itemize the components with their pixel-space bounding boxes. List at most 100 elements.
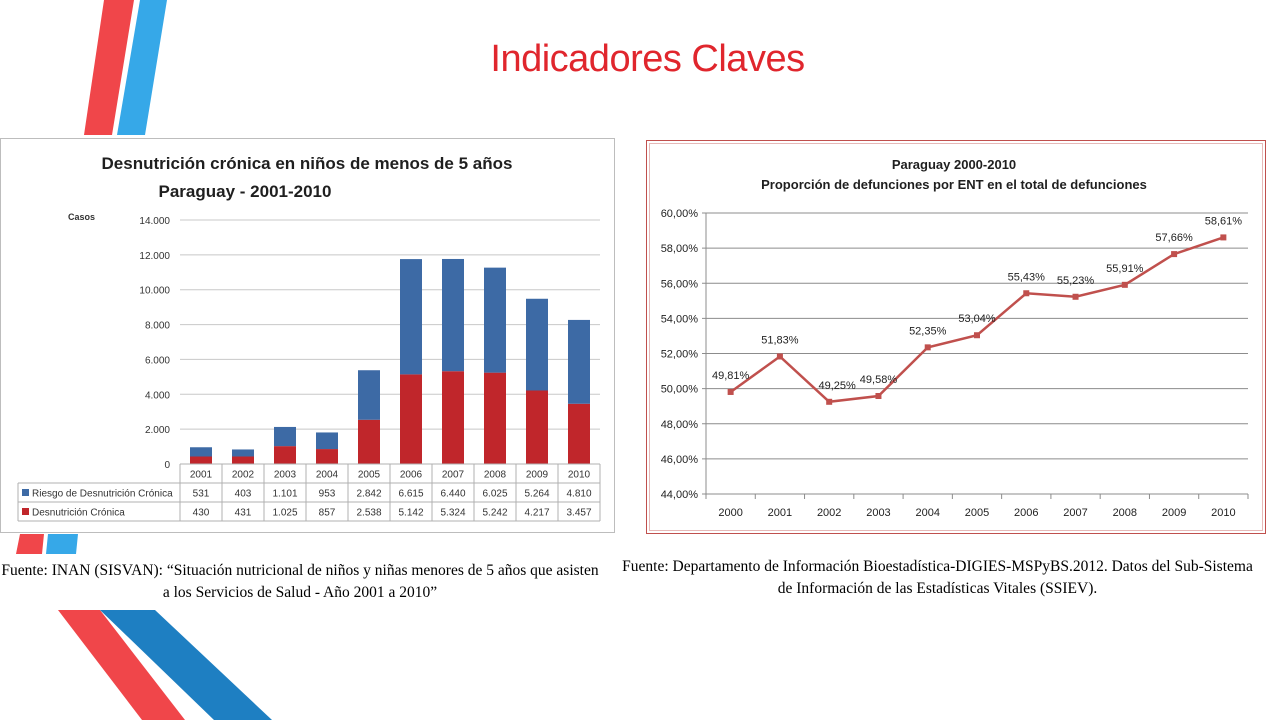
legend-key-desnutricion <box>22 508 29 515</box>
point-2006 <box>1023 290 1030 297</box>
bar-desnutricion-2001 <box>190 456 212 464</box>
table-cell-desnutricion: 1.025 <box>272 508 297 519</box>
x-tick-label: 2009 <box>526 470 549 481</box>
y-tick-label: 52,00% <box>661 349 699 361</box>
bar-riesgo-2005 <box>358 370 380 420</box>
x-tick-label: 2010 <box>1211 507 1235 519</box>
table-cell-desnutricion: 5.142 <box>398 508 423 519</box>
y-tick-label: 12.000 <box>139 251 170 262</box>
bar-riesgo-2003 <box>274 426 296 447</box>
y-tick-label: 14.000 <box>139 216 170 227</box>
ent-deaths-line-chart: Paraguay 2000-2010 Proporción de defuncio… <box>661 157 1249 519</box>
bar-desnutricion-2009 <box>526 390 548 464</box>
bar-riesgo-2008 <box>484 267 506 373</box>
x-tick-label: 2002 <box>817 507 841 519</box>
bar-riesgo-2001 <box>190 447 212 457</box>
point-2003 <box>875 393 882 400</box>
y-tick-label: 50,00% <box>661 384 699 396</box>
x-tick-label: 2004 <box>316 470 339 481</box>
table-cell-riesgo: 2.842 <box>356 489 381 500</box>
legend-label-riesgo: Riesgo de Desnutrición Crónica <box>32 489 173 500</box>
top-red-stripe <box>84 0 134 135</box>
y-tick-label: 6.000 <box>145 355 170 366</box>
y-tick-label: 4.000 <box>145 390 170 401</box>
right-chart-source: Fuente: Departamento de Información Bioe… <box>622 558 1253 597</box>
y-tick-label: 60,00% <box>661 208 699 220</box>
legend-key-riesgo <box>22 489 29 496</box>
small-blue-stripe <box>46 534 78 554</box>
point-2010 <box>1220 234 1227 241</box>
data-table: 2001 531 430 2002 403 431 2003 1.101 1.025 2004 95… <box>17 463 601 522</box>
x-tick-label: 2005 <box>358 470 381 481</box>
table-cell-riesgo: 531 <box>193 489 210 500</box>
x-tick-label: 2010 <box>568 470 591 481</box>
data-label-2000: 49,81% <box>712 370 750 382</box>
y-tick-label: 10.000 <box>139 286 170 297</box>
y-tick-label: 48,00% <box>661 419 699 431</box>
ent-deaths-chart-frame <box>646 140 1266 534</box>
bar-riesgo-2004 <box>316 432 338 450</box>
x-tick-label: 2000 <box>718 507 742 519</box>
point-2009 <box>1171 251 1178 258</box>
data-label-2004: 52,35% <box>909 325 947 337</box>
x-tick-label: 2006 <box>1014 507 1038 519</box>
data-label-2008: 55,91% <box>1106 263 1144 275</box>
table-cell-riesgo: 4.810 <box>566 489 591 500</box>
chart-title: Desnutrición crónica en niños de menos d… <box>102 154 513 173</box>
bar-riesgo-2002 <box>232 449 254 457</box>
table-cell-desnutricion: 5.324 <box>440 508 465 519</box>
x-tick-label: 2003 <box>866 507 890 519</box>
table-cell-riesgo: 1.101 <box>272 489 297 500</box>
y-axis-label: Casos <box>68 212 95 222</box>
data-label-2005: 53,04% <box>958 313 996 325</box>
chart-subtitle: Paraguay - 2001-2010 <box>159 182 332 201</box>
bar-desnutricion-2004 <box>316 449 338 464</box>
malnutrition-stacked-bar-chart: Desnutrición crónica en niños de menos d… <box>17 154 601 522</box>
point-2000 <box>727 388 734 395</box>
y-tick-label: 0 <box>164 460 170 471</box>
table-cell-desnutricion: 430 <box>193 508 210 519</box>
bar-desnutricion-2002 <box>232 456 254 464</box>
x-tick-label: 2001 <box>190 470 213 481</box>
ent-deaths-chart-inner-frame <box>649 143 1263 531</box>
legend-label-desnutricion: Desnutrición Crónica <box>32 508 125 519</box>
point-2005 <box>974 332 980 339</box>
malnutrition-chart-frame <box>0 138 615 533</box>
table-cell-desnutricion: 857 <box>319 508 336 519</box>
point-2008 <box>1121 281 1128 288</box>
bar-desnutricion-2003 <box>274 446 296 464</box>
y-tick-label: 56,00% <box>661 278 699 290</box>
y-tick-label: 8.000 <box>145 321 170 332</box>
point-2001 <box>776 353 783 360</box>
table-cell-desnutricion: 4.217 <box>524 508 549 519</box>
y-tick-label: 54,00% <box>661 313 699 325</box>
x-tick-label: 2004 <box>915 507 939 519</box>
left-chart-source: Fuente: INAN (SISVAN): “Situación nutric… <box>1 562 599 601</box>
small-red-stripe <box>16 534 44 554</box>
data-label-2007: 55,23% <box>1057 275 1095 287</box>
y-tick-label: 44,00% <box>661 489 699 501</box>
x-tick-label: 2006 <box>400 470 423 481</box>
bottom-red-stripe <box>58 610 185 720</box>
y-tick-label: 2.000 <box>145 425 170 436</box>
data-label-2002: 49,25% <box>819 380 857 392</box>
table-cell-desnutricion: 3.457 <box>566 508 591 519</box>
point-2004 <box>924 344 931 351</box>
x-tick-label: 2007 <box>442 470 465 481</box>
table-cell-desnutricion: 5.242 <box>482 508 507 519</box>
x-tick-label: 2007 <box>1063 507 1087 519</box>
table-cell-riesgo: 6.440 <box>440 489 465 500</box>
x-tick-label: 2008 <box>1113 507 1137 519</box>
table-cell-riesgo: 403 <box>235 489 252 500</box>
bar-desnutricion-2008 <box>484 372 506 464</box>
data-label-2009: 57,66% <box>1155 232 1193 244</box>
x-tick-label: 2002 <box>232 470 255 481</box>
data-label-2003: 49,58% <box>860 374 898 386</box>
table-cell-riesgo: 953 <box>319 489 336 500</box>
top-blue-stripe <box>117 0 167 135</box>
table-cell-riesgo: 5.264 <box>524 489 549 500</box>
x-tick-label: 2009 <box>1162 507 1186 519</box>
x-tick-label: 2008 <box>484 470 507 481</box>
bar-riesgo-2006 <box>400 259 422 375</box>
